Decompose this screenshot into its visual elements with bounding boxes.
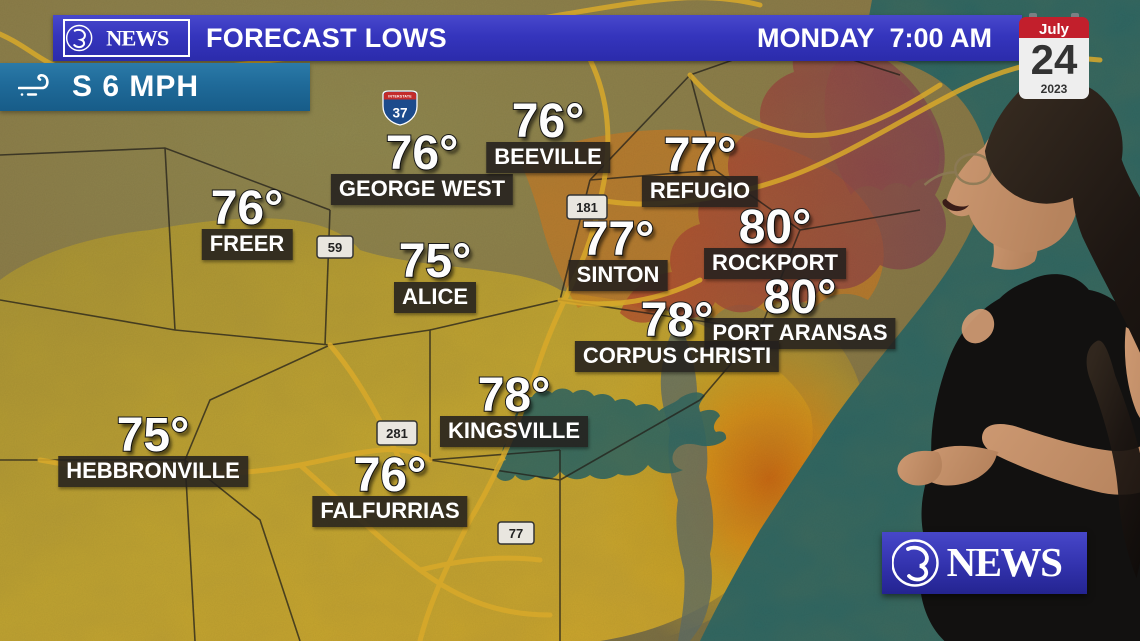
svg-text:77: 77	[509, 526, 523, 541]
svg-text:NEWS: NEWS	[106, 25, 169, 50]
svg-text:281: 281	[386, 426, 408, 441]
svg-text:59: 59	[328, 240, 342, 255]
svg-text:INTERSTATE: INTERSTATE	[388, 94, 412, 98]
svg-text:NEWS: NEWS	[947, 539, 1062, 585]
svg-text:37: 37	[392, 105, 407, 120]
